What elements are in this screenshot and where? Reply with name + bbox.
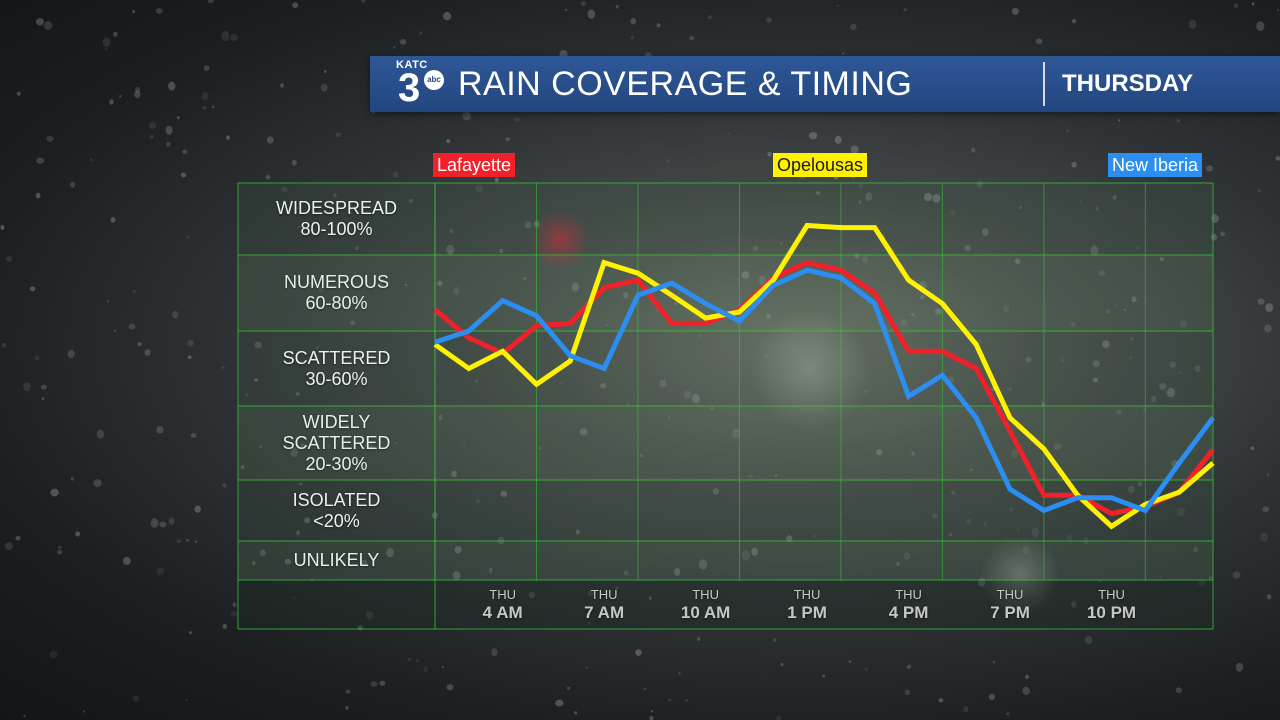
x-tick-label: THU4 AM: [463, 587, 543, 623]
y-category-label-line: NUMEROUS: [238, 272, 435, 293]
x-tick-time: 4 AM: [463, 603, 543, 623]
x-tick-label: THU10 PM: [1072, 587, 1152, 623]
series-line-new-iberia: [434, 267, 1216, 514]
y-category-label-line: 80-100%: [238, 219, 435, 240]
logo-number: 3: [398, 66, 421, 110]
x-tick-label: THU1 PM: [767, 587, 847, 623]
x-axis-strip: [238, 580, 1213, 629]
category-band: [238, 541, 1213, 580]
x-tick-time: 10 PM: [1072, 603, 1152, 623]
y-category-label-line: UNLIKELY: [238, 550, 435, 571]
legend-lafayette: Lafayette: [433, 153, 516, 177]
banner-divider: [1043, 62, 1045, 106]
x-tick-day: THU: [1072, 587, 1152, 603]
x-tick-day: THU: [666, 587, 746, 603]
x-tick-time: 7 PM: [970, 603, 1050, 623]
x-tick-day: THU: [869, 587, 949, 603]
y-category-label-line: 60-80%: [238, 293, 435, 314]
y-category-labels: WIDESPREAD80-100% NUMEROUS60-80% SCATTERED…: [238, 183, 435, 629]
y-category-label-line: <20%: [238, 511, 435, 532]
y-category-label-line: 30-60%: [238, 369, 435, 390]
x-tick-day: THU: [767, 587, 847, 603]
legend-opelousas: Opelousas: [773, 153, 868, 177]
category-band: [238, 406, 1213, 480]
y-category-label-line: WIDELY: [238, 412, 435, 433]
y-category-label: ISOLATED<20%: [238, 490, 435, 532]
y-category-label-line: WIDESPREAD: [238, 198, 435, 219]
y-category-label-line: SCATTERED: [238, 348, 435, 369]
category-band: [238, 480, 1213, 541]
category-band: [238, 331, 1213, 406]
banner-title: RAIN COVERAGE & TIMING: [458, 65, 913, 103]
y-category-label: UNLIKELY: [238, 550, 435, 571]
y-category-label: WIDESPREAD80-100%: [238, 198, 435, 240]
y-category-label-line: SCATTERED: [238, 433, 435, 454]
x-tick-label: THU10 AM: [666, 587, 746, 623]
x-tick-day: THU: [463, 587, 543, 603]
logo-badge: abc: [424, 70, 444, 90]
legend-new-iberia: New Iberia: [1108, 153, 1203, 177]
x-tick-day: THU: [564, 587, 644, 603]
series-line-opelousas: [433, 222, 1215, 530]
y-category-label-line: ISOLATED: [238, 490, 435, 511]
category-band: [238, 183, 1213, 255]
x-tick-time: 10 AM: [666, 603, 746, 623]
category-band: [238, 255, 1213, 331]
y-category-label: WIDELYSCATTERED20-30%: [238, 412, 435, 475]
x-tick-label: THU7 PM: [970, 587, 1050, 623]
y-category-label: SCATTERED30-60%: [238, 348, 435, 390]
y-category-label-line: 20-30%: [238, 454, 435, 475]
x-tick-time: 4 PM: [869, 603, 949, 623]
x-tick-label: THU7 AM: [564, 587, 644, 623]
x-tick-label: THU4 PM: [869, 587, 949, 623]
y-category-label: NUMEROUS60-80%: [238, 272, 435, 314]
station-logo: KATC 3 abc: [392, 58, 448, 110]
header-banner: KATC 3 abc RAIN COVERAGE & TIMING THURSD…: [370, 56, 1280, 112]
banner-day: THURSDAY: [1062, 70, 1194, 97]
x-tick-time: 7 AM: [564, 603, 644, 623]
logo-text: KATC: [396, 59, 428, 71]
x-tick-day: THU: [970, 587, 1050, 603]
x-tick-time: 1 PM: [767, 603, 847, 623]
